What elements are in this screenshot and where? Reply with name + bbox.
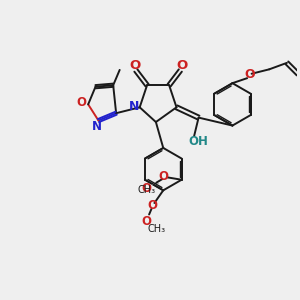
Text: OH: OH — [189, 135, 208, 148]
Text: O: O — [176, 59, 187, 72]
Text: O: O — [141, 215, 151, 228]
Text: CH₃: CH₃ — [148, 224, 166, 235]
Text: O: O — [244, 68, 255, 81]
Text: N: N — [129, 100, 140, 112]
Text: O: O — [77, 96, 87, 110]
Text: O: O — [142, 182, 152, 195]
Text: methyl: methyl — [155, 183, 160, 184]
Text: N: N — [92, 120, 102, 133]
Text: methoxy: methoxy — [146, 219, 152, 220]
Text: O: O — [158, 170, 168, 183]
Text: CH₃: CH₃ — [137, 185, 156, 195]
Text: O: O — [148, 199, 158, 212]
Text: methoxy: methoxy — [148, 184, 154, 185]
Text: O: O — [129, 59, 140, 72]
